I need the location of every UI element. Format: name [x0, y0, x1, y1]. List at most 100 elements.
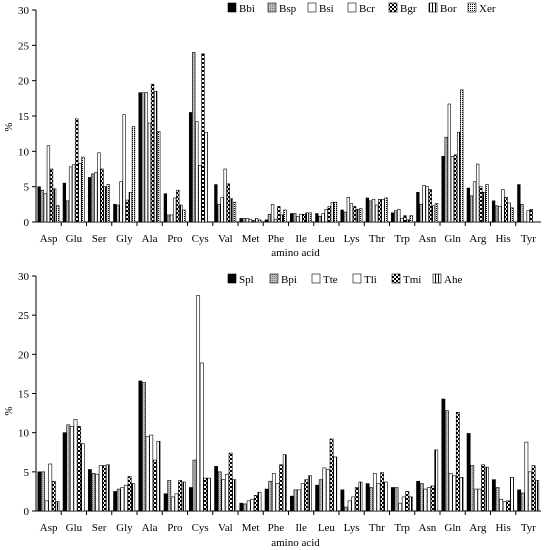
y-tick-label: 15 [18, 111, 30, 123]
bar-tte-asn [423, 488, 428, 512]
bar-tmi-val [228, 452, 233, 512]
x-tick-label-ile: Ile [295, 522, 307, 534]
bar-xer-arg [485, 184, 489, 223]
bar-tmi-cys [203, 477, 208, 512]
bar-spl-val [214, 466, 219, 512]
bar-bsp-lys [343, 211, 347, 223]
x-tick-label-met: Met [242, 233, 260, 245]
bar-ahe-pro [181, 481, 186, 512]
bar-xer-gly [131, 126, 136, 223]
bar-bor-ile [305, 212, 309, 223]
bar-bbi-cys [188, 112, 193, 223]
legend-label-bcr: Bcr [359, 3, 375, 15]
bar-bsp-tyr [520, 204, 524, 223]
bar-bcr-cys [198, 165, 202, 223]
bar-tmi-asn [430, 485, 435, 512]
x-tick-label-ala: Ala [142, 233, 158, 245]
y-tick-label: 20 [18, 76, 30, 88]
bar-bsp-gly [116, 204, 120, 223]
x-tick-label-asn: Asn [419, 233, 437, 245]
x-tick-label-lys: Lys [344, 522, 360, 534]
bar-spl-ser [87, 469, 92, 512]
x-axis-label: amino acid [271, 247, 320, 259]
bar-bcr-leu [324, 208, 328, 223]
x-tick-label-thr: Thr [369, 233, 385, 245]
bar-bpi-asp [41, 471, 45, 512]
x-tick-label-asp: Asp [40, 522, 58, 534]
legend-label-spl: Spl [239, 274, 254, 286]
legend-swatch-bor [428, 2, 438, 13]
bar-bbi-tyr [517, 184, 521, 223]
bar-bpi-ser [91, 473, 96, 512]
bar-bsi-val [220, 196, 224, 223]
x-tick-label-lys: Lys [344, 233, 360, 245]
bar-bgr-lys [352, 206, 357, 223]
legend-swatch-bcr [347, 2, 357, 13]
bar-bsp-val [217, 204, 221, 223]
bar-bor-arg [482, 192, 486, 223]
bar-tmi-leu [329, 438, 334, 512]
bar-bgr-gly [125, 199, 129, 223]
bar-ahe-met [257, 491, 262, 512]
bar-bpi-his [495, 487, 500, 512]
bar-bgr-ala [150, 83, 155, 223]
legend-label-bbi: Bbi [239, 3, 255, 15]
bar-bgr-gln [453, 154, 458, 223]
bar-bpi-gln [445, 410, 449, 512]
legend-label-ahe: Ahe [444, 274, 462, 286]
bar-bor-lys [355, 208, 360, 223]
x-tick-label-leu: Leu [318, 233, 336, 245]
bar-bcr-gly [122, 114, 126, 223]
bar-bgr-glu [75, 118, 79, 223]
bar-tli-ser [98, 465, 103, 512]
bar-bor-gln [456, 131, 461, 223]
bar-spl-arg [466, 433, 471, 512]
bar-xer-asn [434, 203, 439, 223]
x-tick-label-val: Val [218, 233, 233, 245]
bar-xer-lys [359, 208, 363, 223]
bar-ahe-val [232, 479, 237, 512]
bar-bsp-ile [293, 213, 297, 223]
bar-bor-phe [280, 214, 284, 223]
bar-bsi-leu [321, 213, 325, 223]
bar-bcr-asp [46, 145, 51, 223]
bar-xer-thr [384, 197, 388, 223]
bar-spl-leu [315, 484, 320, 512]
bar-tli-ala [149, 434, 154, 512]
chart-bottom: 0 5 10 15 20 25 30 Asp Glu Ser Gly Ala Pro Cys Val Met P… [3, 271, 541, 549]
bar-tli-cys [199, 362, 204, 512]
bar-xer-asp [56, 205, 60, 223]
bar-xer-pro [182, 209, 186, 223]
bar-tli-lys [351, 496, 356, 512]
x-tick-label-ser: Ser [92, 233, 107, 245]
bar-tte-arg [473, 488, 478, 512]
legend-label-tte: Tte [323, 274, 338, 286]
bar-spl-met [239, 502, 244, 512]
bar-bcr-glu [72, 164, 76, 223]
bar-bgr-ser [100, 168, 104, 223]
x-tick-label-his: His [495, 233, 510, 245]
legend-swatch-bsi [307, 2, 317, 13]
x-tick-label-phe: Phe [268, 233, 285, 245]
bar-tte-glu [69, 426, 74, 512]
bar-ahe-lys [358, 481, 363, 512]
bar-bsp-trp [394, 210, 398, 223]
bar-tmi-pro [178, 480, 183, 512]
bar-spl-pro [163, 493, 168, 512]
bar-ahe-ser [106, 464, 110, 512]
legend-label-bsp: Bsp [279, 3, 297, 15]
bar-bpi-trp [394, 487, 399, 512]
y-tick-label: 30 [18, 5, 30, 17]
x-tick-label-cys: Cys [192, 233, 209, 245]
bar-bsp-leu [318, 216, 322, 223]
bar-bgr-ile [302, 213, 306, 223]
bar-bgr-val [226, 183, 230, 223]
bar-tli-val [225, 473, 229, 512]
bar-bcr-arg [476, 163, 480, 223]
bar-bgr-asn [428, 189, 432, 223]
bar-bpi-met [243, 503, 247, 512]
bar-bpi-val [217, 471, 222, 512]
bar-xer-ile [308, 212, 312, 223]
bar-bsi-ala [144, 92, 148, 223]
